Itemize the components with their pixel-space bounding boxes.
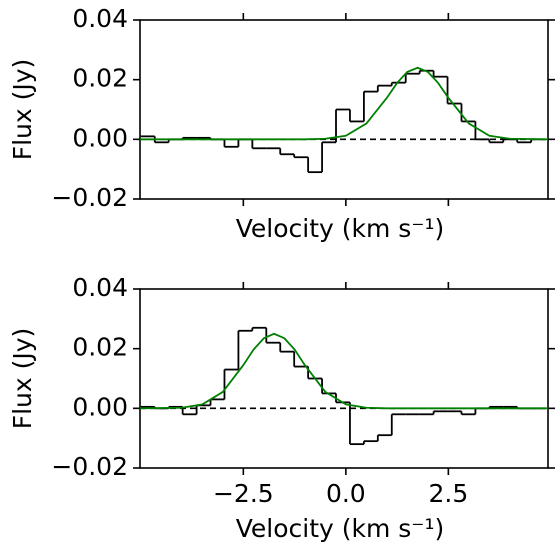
plot-frame [139,19,549,200]
y-tick-label: 0.02 [72,64,128,93]
fit-curve [140,66,549,141]
x-tick-label: 2.5 [428,479,468,508]
y-axis-label: Flux (Jy) [8,328,37,430]
y-tick-label: 0.00 [72,123,128,152]
y-axis-label: Flux (Jy) [8,59,37,161]
y-tick-label: 0.04 [72,4,128,33]
y-tick-label: −0.02 [51,452,128,481]
x-tick-label: 0.0 [326,479,366,508]
y-tick-label: 0.04 [72,273,128,302]
x-axis-label: Velocity (km s⁻¹) [236,514,445,543]
x-axis-label: Velocity (km s⁻¹) [236,214,445,243]
y-tick-label: −0.02 [51,183,128,212]
plot-frame [139,288,549,469]
y-tick-label: 0.00 [72,392,128,421]
x-tick-label: −2.5 [213,479,274,508]
y-tick-label: 0.02 [72,333,128,362]
fit-curve [139,332,548,410]
